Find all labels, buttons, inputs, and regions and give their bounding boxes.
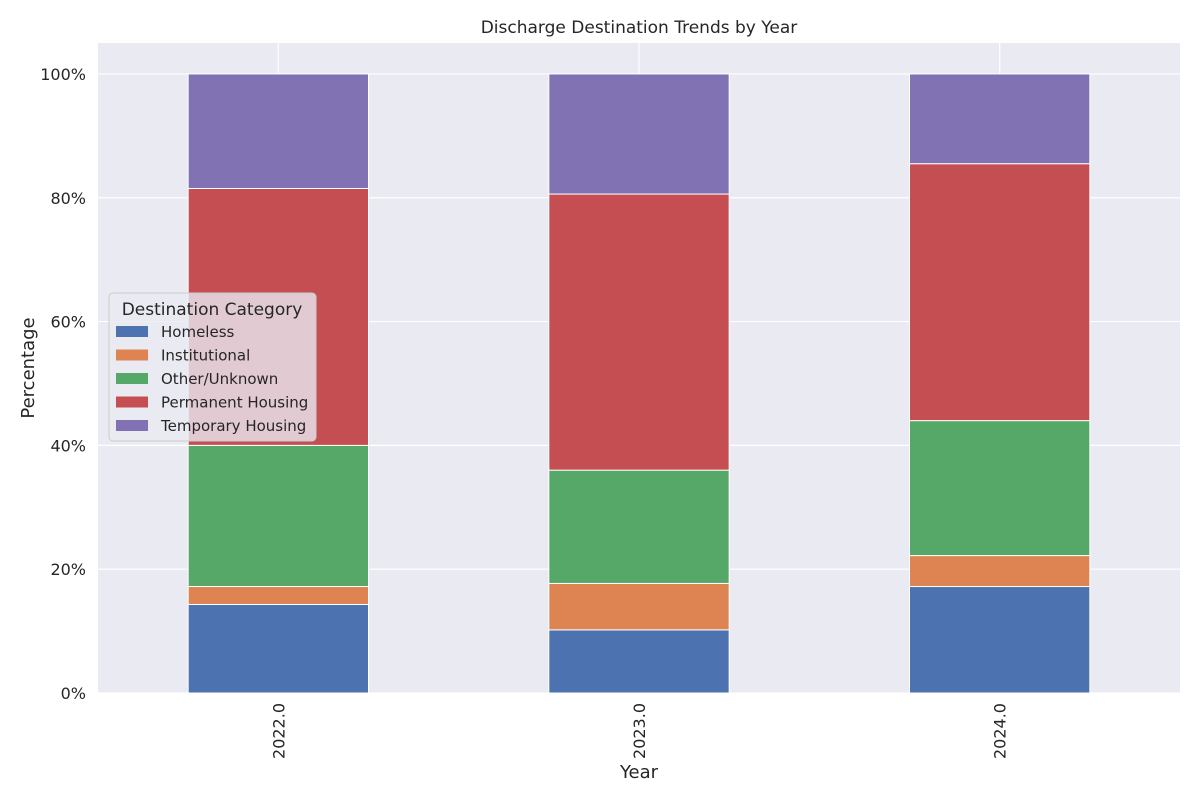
x-axis-title: Year [619, 762, 659, 783]
y-tick-label: 100% [40, 65, 86, 84]
bar-segment [548, 193, 730, 471]
y-tick-label: 0% [61, 684, 86, 703]
legend-items: Homeless Institutional Other/Unknown Perman… [116, 323, 308, 435]
legend-swatch [116, 373, 148, 384]
bars [187, 73, 1091, 694]
legend-label: Temporary Housing [160, 417, 306, 435]
bar-segment [909, 586, 1091, 694]
legend: Destination Category Homeless Institution… [108, 292, 317, 442]
bar-segment [548, 469, 730, 584]
legend-label: Permanent Housing [161, 394, 308, 412]
bar-segment [909, 163, 1091, 422]
legend-box [108, 292, 317, 442]
legend-swatch [116, 349, 148, 361]
y-tick-labels: 0% 20% 40% 60% 80% 100% [40, 65, 86, 703]
x-tick-labels: 2022.0 2023.0 2024.0 [269, 703, 1009, 759]
x-tick-label: 2024.0 [991, 703, 1010, 759]
y-tick-label: 80% [50, 189, 86, 208]
bar-segment [909, 555, 1091, 588]
bar-segment [909, 420, 1091, 557]
legend-label: Other/Unknown [161, 370, 278, 388]
y-tick-label: 60% [50, 313, 86, 332]
bar-segment [187, 603, 369, 694]
legend-swatch [116, 326, 148, 337]
x-tick-label: 2023.0 [630, 703, 649, 759]
x-tick-label: 2022.0 [269, 703, 288, 759]
bar-segment [548, 582, 730, 631]
legend-swatch [116, 420, 148, 431]
chart-title: Discharge Destination Trends by Year [481, 18, 798, 38]
bar-segment [909, 73, 1091, 165]
bar-segment [187, 73, 369, 189]
y-tick-label: 40% [50, 436, 86, 455]
bar-segment [187, 586, 369, 605]
bar-segment [548, 73, 730, 195]
y-axis-title: Percentage [18, 317, 39, 418]
legend-swatch [116, 396, 148, 408]
legend-title: Destination Category [122, 300, 303, 320]
bar-segment [187, 444, 369, 588]
legend-label: Homeless [161, 323, 235, 341]
y-tick-label: 20% [50, 560, 86, 579]
bar-segment [548, 629, 730, 694]
legend-label: Institutional [161, 347, 250, 365]
